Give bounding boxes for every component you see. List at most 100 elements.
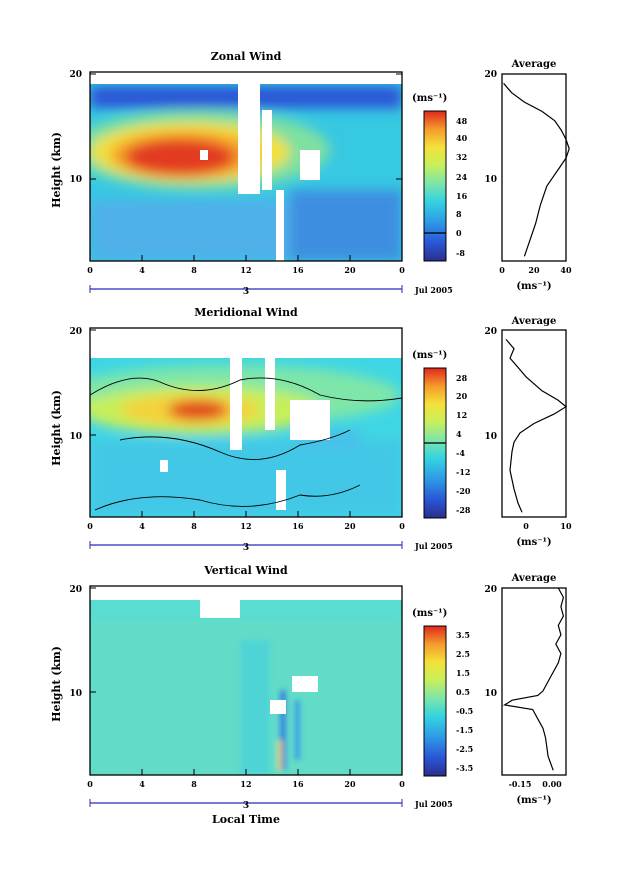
avg-x-unit: (ms⁻¹) bbox=[516, 795, 551, 806]
day-label: 3 bbox=[243, 543, 249, 553]
avg-x-tick: -0.15 bbox=[509, 779, 532, 789]
x-tick: 12 bbox=[240, 779, 251, 789]
colorbar-tick: -3.5 bbox=[456, 763, 473, 773]
avg-x-tick: 0.00 bbox=[542, 779, 562, 789]
x-tick: 4 bbox=[139, 265, 145, 275]
x-tick: 0 bbox=[399, 265, 405, 275]
panel-vertical: Vertical Wind 20 10 bbox=[50, 564, 567, 826]
colorbar-unit: (ms⁻¹) bbox=[412, 350, 447, 361]
y-axis-label: Height (km) bbox=[50, 132, 63, 208]
zonal-heatmap bbox=[90, 72, 402, 261]
x-tick: 12 bbox=[240, 265, 251, 275]
x-tick: 8 bbox=[191, 779, 197, 789]
x-tick: 12 bbox=[240, 521, 251, 531]
vertical-average: Average 20 10 -0.15 0.00 (ms⁻¹) bbox=[484, 573, 567, 806]
colorbar-tick: 28 bbox=[456, 373, 468, 383]
panel-zonal: Zonal Wind bbox=[50, 50, 572, 297]
x-tick: 0 bbox=[399, 521, 405, 531]
y-axis-label: Height (km) bbox=[50, 390, 63, 466]
x-tick: 0 bbox=[87, 779, 93, 789]
y-tick: 10 bbox=[69, 689, 82, 699]
colorbar-tick: 0.5 bbox=[456, 687, 470, 697]
avg-y-tick: 20 bbox=[484, 70, 497, 80]
colorbar-tick: -1.5 bbox=[456, 725, 473, 735]
avg-title: Average bbox=[511, 59, 557, 70]
colorbar-tick: 48 bbox=[456, 116, 468, 126]
colorbar-tick: 16 bbox=[456, 191, 468, 201]
avg-title: Average bbox=[511, 573, 557, 584]
x-tick: 0 bbox=[87, 521, 93, 531]
avg-x-tick: 0 bbox=[523, 521, 529, 531]
avg-x-tick: 0 bbox=[499, 265, 505, 275]
meridional-heatmap bbox=[90, 328, 402, 517]
colorbar-tick: 20 bbox=[456, 391, 468, 401]
date-label: Jul 2005 bbox=[414, 541, 453, 551]
x-tick: 8 bbox=[191, 265, 197, 275]
day-axis: 3 bbox=[89, 541, 403, 553]
zero-contour bbox=[90, 377, 402, 511]
day-axis: 3 bbox=[89, 285, 403, 297]
vertical-colorbar: (ms⁻¹) 3.5 2.5 1.5 0.5 -0.5 -1.5 -2.5 -3… bbox=[412, 608, 473, 777]
day-axis: 3 bbox=[89, 799, 403, 811]
colorbar-tick: 1.5 bbox=[456, 668, 470, 678]
colorbar-tick: 4 bbox=[456, 429, 462, 439]
colorbar-tick: -12 bbox=[456, 467, 470, 477]
colorbar-tick: -8 bbox=[456, 248, 465, 258]
meridional-colorbar: (ms⁻¹) 28 20 12 4 -4 -12 -20 -28 bbox=[412, 350, 471, 519]
avg-x-unit: (ms⁻¹) bbox=[516, 537, 551, 548]
colorbar-tick: -2.5 bbox=[456, 744, 473, 754]
day-label: 3 bbox=[243, 287, 249, 297]
colorbar-tick: 40 bbox=[456, 133, 468, 143]
colorbar-unit: (ms⁻¹) bbox=[412, 93, 447, 104]
zonal-average: Average 20 10 0 20 40 (ms⁻¹) bbox=[484, 59, 572, 292]
panel-title: Meridional Wind bbox=[194, 306, 298, 319]
avg-profile-line bbox=[503, 82, 570, 257]
y-tick: 20 bbox=[69, 585, 82, 595]
panel-meridional: Meridional Wind bbox=[50, 306, 572, 553]
x-axis-label: Local Time bbox=[212, 813, 280, 826]
colorbar-tick: 12 bbox=[456, 410, 467, 420]
colorbar-tick: 3.5 bbox=[456, 630, 470, 640]
x-tick: 20 bbox=[344, 265, 356, 275]
avg-x-tick: 40 bbox=[560, 265, 572, 275]
avg-y-tick: 10 bbox=[484, 175, 497, 185]
x-tick: 4 bbox=[139, 521, 145, 531]
x-tick: 20 bbox=[344, 779, 356, 789]
colorbar-tick: -28 bbox=[456, 505, 471, 515]
colorbar-tick: 0 bbox=[456, 228, 462, 238]
colorbar-tick: -0.5 bbox=[456, 706, 473, 716]
y-tick: 20 bbox=[69, 70, 82, 80]
panel-title: Vertical Wind bbox=[203, 564, 288, 577]
vertical-x-ticks bbox=[89, 587, 403, 775]
zonal-x-ticks bbox=[89, 73, 403, 261]
x-tick: 16 bbox=[292, 265, 304, 275]
colorbar-tick: -20 bbox=[456, 486, 471, 496]
colorbar-tick: 32 bbox=[456, 152, 467, 162]
x-tick: 16 bbox=[292, 521, 304, 531]
date-label: Jul 2005 bbox=[414, 799, 453, 809]
avg-y-tick: 10 bbox=[484, 432, 497, 442]
colorbar-tick: -4 bbox=[456, 448, 465, 458]
colorbar-unit: (ms⁻¹) bbox=[412, 608, 447, 619]
vertical-heatmap bbox=[90, 586, 402, 775]
day-label: 3 bbox=[243, 801, 249, 811]
avg-x-unit: (ms⁻¹) bbox=[516, 281, 551, 292]
y-tick: 10 bbox=[69, 175, 82, 185]
meridional-x-ticks bbox=[89, 329, 403, 517]
x-tick: 8 bbox=[191, 521, 197, 531]
y-axis-label: Height (km) bbox=[50, 646, 63, 722]
zonal-colorbar: (ms⁻¹) 48 40 32 24 16 8 0 -8 bbox=[412, 93, 468, 262]
avg-profile-line bbox=[505, 339, 568, 513]
x-tick: 0 bbox=[87, 265, 93, 275]
date-label: Jul 2005 bbox=[414, 285, 453, 295]
y-tick: 20 bbox=[69, 327, 82, 337]
colorbar-tick: 2.5 bbox=[456, 649, 470, 659]
colorbar-tick: 8 bbox=[456, 209, 462, 219]
avg-y-tick: 20 bbox=[484, 327, 497, 337]
avg-x-tick: 20 bbox=[528, 265, 540, 275]
meridional-average: Average 20 10 0 10 (ms⁻¹) bbox=[484, 316, 572, 548]
avg-y-tick: 10 bbox=[484, 689, 497, 699]
avg-title: Average bbox=[511, 316, 557, 327]
avg-x-tick: 10 bbox=[560, 521, 572, 531]
